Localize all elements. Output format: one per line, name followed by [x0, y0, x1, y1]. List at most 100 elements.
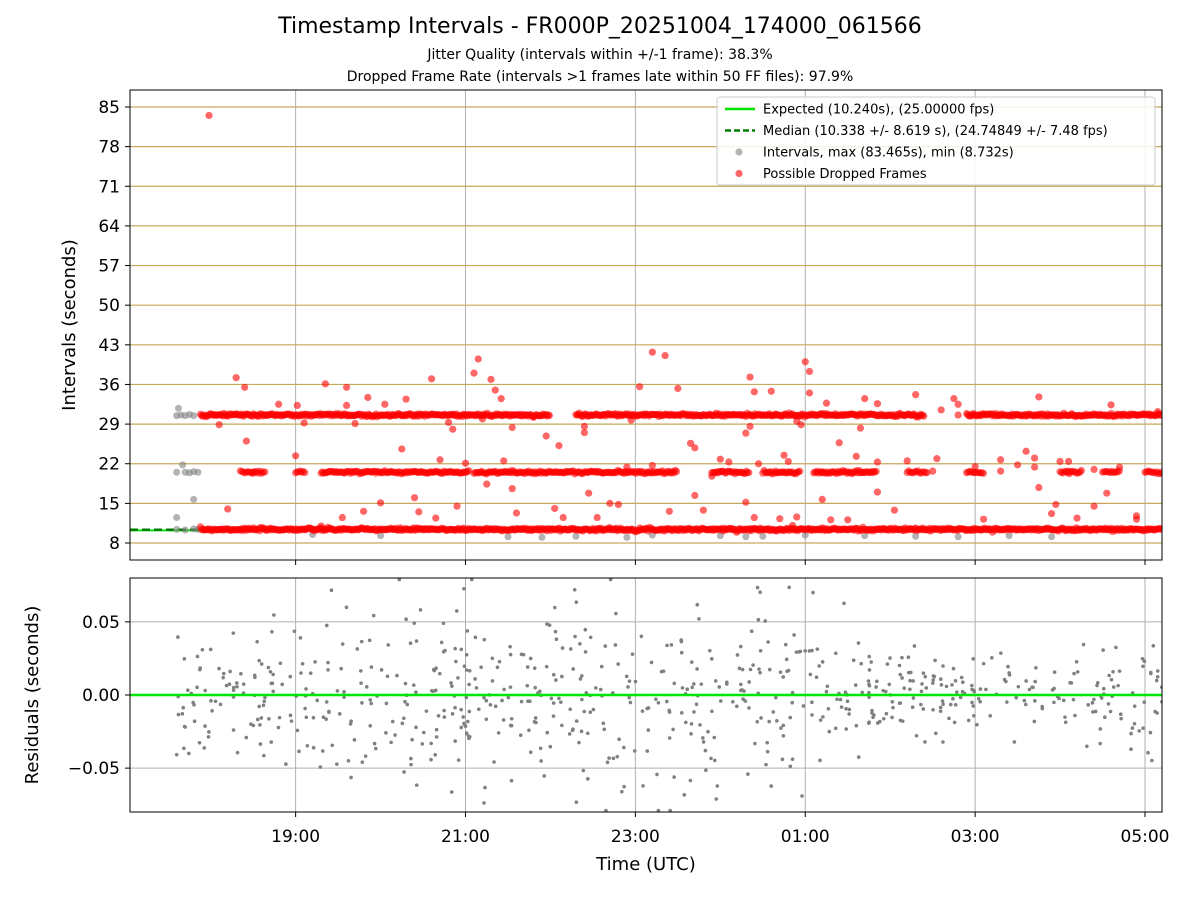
residual-point — [758, 590, 762, 595]
dropped-frame-point — [873, 458, 882, 466]
intervals-y-tick-label: 64 — [98, 217, 120, 237]
residual-point — [518, 733, 523, 738]
dropped-frame-point — [648, 461, 656, 470]
residual-point — [622, 745, 626, 750]
interval-point — [173, 514, 181, 522]
residual-point — [1081, 642, 1086, 647]
residual-point — [645, 749, 650, 753]
residual-point — [955, 690, 959, 694]
interval-point — [742, 533, 750, 541]
interval-point — [912, 532, 920, 540]
residual-point — [939, 683, 944, 687]
dropped-frame-point — [1158, 468, 1162, 476]
residual-point — [1033, 699, 1037, 703]
residual-point — [567, 732, 572, 736]
dropped-frame-point — [432, 514, 440, 522]
dropped-frame-point — [508, 423, 516, 432]
residual-point — [755, 719, 760, 724]
residual-point — [1141, 726, 1145, 731]
residual-point — [1142, 659, 1147, 664]
residual-point — [817, 664, 821, 668]
residual-point — [202, 746, 207, 750]
dropped-frame-point — [453, 502, 461, 510]
dropped-frame-point — [1107, 401, 1115, 409]
residual-point — [790, 690, 795, 695]
residual-point — [923, 674, 928, 679]
dropped-frame-point — [449, 425, 457, 433]
dropped-frame-point — [923, 468, 931, 477]
residual-point — [919, 702, 923, 707]
residual-point — [464, 695, 469, 700]
residual-point — [1095, 681, 1100, 685]
residual-point — [604, 808, 608, 812]
residual-point — [176, 635, 180, 639]
residual-point — [439, 640, 444, 645]
residual-point — [320, 749, 325, 753]
legend-label-2: Intervals, max (83.465s), min (8.732s) — [763, 146, 1014, 161]
dropped-frame-point — [1035, 483, 1043, 492]
residual-point — [794, 650, 799, 654]
residual-point — [176, 712, 181, 717]
residual-point — [389, 740, 393, 745]
residual-point — [390, 719, 395, 724]
residual-point — [672, 775, 676, 779]
dropped-frame-point — [1077, 466, 1085, 475]
residual-point — [679, 711, 684, 715]
residual-point — [659, 669, 664, 674]
residual-point — [526, 699, 530, 704]
residual-point — [810, 700, 814, 704]
dropped-frame-point — [555, 442, 563, 450]
residual-point — [464, 668, 469, 672]
residual-point — [818, 758, 822, 763]
dropped-frame-point — [292, 452, 300, 460]
residual-point — [467, 709, 472, 714]
dropped-frame-point — [1047, 509, 1056, 518]
residual-point — [599, 664, 604, 669]
residual-point — [628, 700, 633, 705]
residual-point — [932, 674, 937, 679]
residual-point — [748, 667, 753, 672]
residual-point — [278, 661, 283, 666]
residual-point — [277, 715, 282, 720]
residual-point — [434, 666, 438, 671]
residual-point — [710, 709, 714, 714]
residual-point — [414, 639, 419, 643]
dropped-frame-point — [470, 369, 478, 377]
residual-point — [781, 675, 786, 679]
dropped-frame-point — [818, 469, 826, 477]
residual-point — [1024, 679, 1028, 683]
residual-point — [999, 651, 1003, 655]
residual-point — [972, 714, 976, 718]
residual-point — [359, 669, 363, 673]
residual-point — [940, 699, 945, 703]
residual-point — [261, 703, 266, 708]
dropped-frame-point — [746, 422, 754, 430]
residual-point — [1052, 700, 1056, 705]
residual-point — [685, 687, 690, 691]
interval-point — [181, 526, 189, 534]
interval-point — [1048, 533, 1056, 541]
dropped-frame-point — [950, 395, 958, 403]
residual-point — [292, 629, 297, 634]
residual-point — [554, 637, 559, 642]
residual-point — [990, 656, 994, 660]
residual-point — [259, 716, 264, 720]
residual-point — [613, 643, 618, 647]
dropped-frame-point — [979, 469, 988, 477]
residual-point — [509, 717, 514, 721]
residual-point — [923, 740, 927, 744]
legend-label-3: Possible Dropped Frames — [763, 167, 927, 182]
dropped-frame-point — [1090, 502, 1098, 510]
dropped-frame-point — [971, 462, 979, 471]
residual-point — [434, 735, 439, 739]
residual-point — [342, 695, 346, 699]
residual-point — [482, 801, 486, 805]
residuals-y-tick-label: 0.00 — [82, 686, 120, 706]
residual-point — [747, 680, 751, 684]
residual-point — [941, 702, 945, 706]
residual-point — [1098, 741, 1102, 746]
residual-point — [244, 735, 249, 740]
residual-point — [1107, 673, 1111, 678]
residual-point — [672, 681, 677, 686]
residual-point — [359, 681, 363, 685]
